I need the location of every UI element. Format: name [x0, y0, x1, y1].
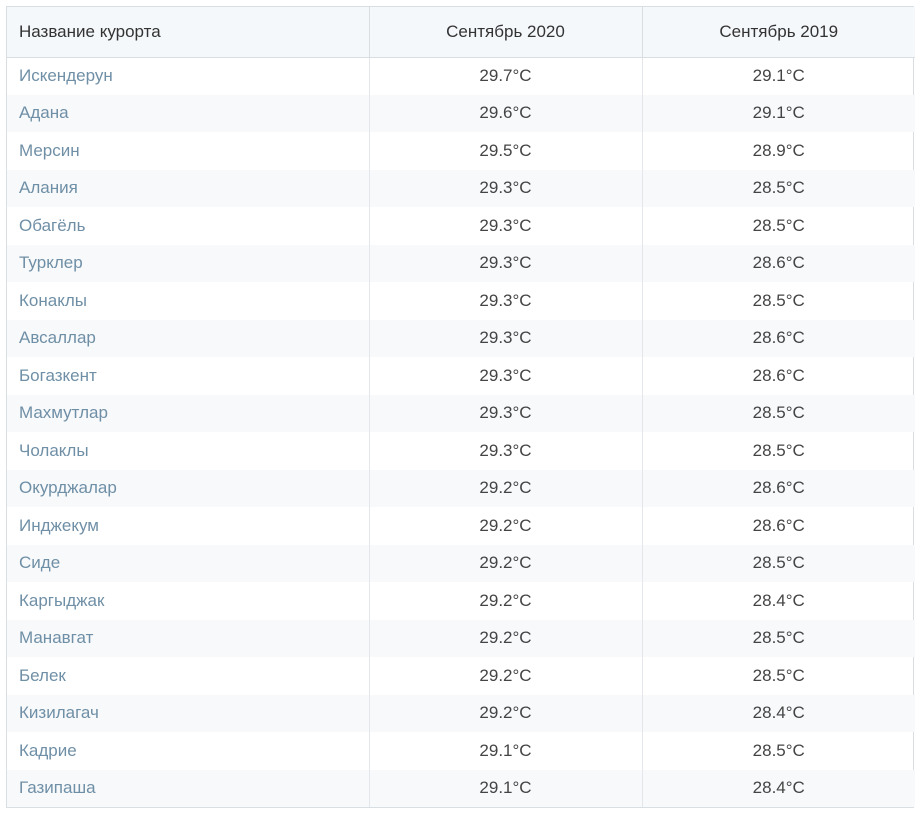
resort-name-link[interactable]: Конаклы — [19, 290, 87, 310]
table-row: Обагёль 29.3°C 28.5°C — [7, 207, 915, 245]
temperature-2020-cell: 29.3°C — [368, 169, 642, 207]
temperature-2019-cell: 28.5°C — [641, 432, 915, 470]
table-row: Белек 29.2°C 28.5°C — [7, 657, 915, 695]
table: Название курорта Сентябрь 2020 Сентябрь … — [7, 7, 915, 807]
resort-name-link[interactable]: Алания — [19, 178, 78, 198]
temperature-2020-cell: 29.2°C — [368, 507, 642, 545]
temperature-2020-cell: 29.5°C — [368, 132, 642, 170]
table-row: Алания 29.3°C 28.5°C — [7, 169, 915, 207]
temperature-2019-cell: 28.9°C — [641, 132, 915, 170]
temperature-2019-cell: 28.5°C — [641, 619, 915, 657]
temperature-2019-cell: 28.4°C — [641, 694, 915, 732]
temperature-2019-cell: 28.5°C — [641, 169, 915, 207]
temperature-2020-cell: 29.3°C — [368, 282, 642, 320]
resort-name-link[interactable]: Авсаллар — [19, 328, 96, 348]
temperature-2020-cell: 29.2°C — [368, 469, 642, 507]
table-row: Авсаллар 29.3°C 28.6°C — [7, 319, 915, 357]
temperature-2019-cell: 28.5°C — [641, 732, 915, 770]
header-september-2019: Сентябрь 2019 — [641, 7, 915, 58]
resort-name-link[interactable]: Адана — [19, 103, 69, 123]
temperature-2019-cell: 29.1°C — [641, 57, 915, 95]
temperature-2020-cell: 29.2°C — [368, 657, 642, 695]
resort-name-link[interactable]: Каргыджак — [19, 590, 105, 610]
table-row: Адана 29.6°C 29.1°C — [7, 94, 915, 132]
resort-name-link[interactable]: Окурджалар — [19, 478, 117, 498]
table-row: Кадрие 29.1°C 28.5°C — [7, 732, 915, 770]
temperature-2020-cell: 29.3°C — [368, 207, 642, 245]
header-resort-name: Название курорта — [7, 7, 369, 58]
table-row: Окурджалар 29.2°C 28.6°C — [7, 469, 915, 507]
header-september-2020: Сентябрь 2020 — [368, 7, 642, 58]
temperature-2019-cell: 28.4°C — [641, 582, 915, 620]
temperature-2020-cell: 29.3°C — [368, 244, 642, 282]
temperature-2020-cell: 29.2°C — [368, 619, 642, 657]
table-row: Богазкент 29.3°C 28.6°C — [7, 357, 915, 395]
header-row: Название курорта Сентябрь 2020 Сентябрь … — [7, 7, 915, 58]
table-row: Сиде 29.2°C 28.5°C — [7, 544, 915, 582]
resort-name-link[interactable]: Турклер — [19, 253, 83, 273]
temperature-2020-cell: 29.2°C — [368, 694, 642, 732]
table-row: Махмутлар 29.3°C 28.5°C — [7, 394, 915, 432]
table-row: Конаклы 29.3°C 28.5°C — [7, 282, 915, 320]
temperature-2020-cell: 29.7°C — [368, 57, 642, 95]
temperature-2019-cell: 28.6°C — [641, 469, 915, 507]
temperature-2019-cell: 28.5°C — [641, 544, 915, 582]
table-row: Искендерун 29.7°C 29.1°C — [7, 57, 915, 95]
temperature-2020-cell: 29.3°C — [368, 357, 642, 395]
temperature-2020-cell: 29.1°C — [368, 732, 642, 770]
temperature-2020-cell: 29.2°C — [368, 582, 642, 620]
resort-name-link[interactable]: Богазкент — [19, 365, 97, 385]
temperature-2019-cell: 28.4°C — [641, 769, 915, 807]
resort-temperature-table: Название курорта Сентябрь 2020 Сентябрь … — [6, 6, 915, 808]
table-row: Инджекум 29.2°C 28.6°C — [7, 507, 915, 545]
temperature-2019-cell: 28.5°C — [641, 282, 915, 320]
resort-name-link[interactable]: Махмутлар — [19, 403, 108, 423]
table-row: Мерсин 29.5°C 28.9°C — [7, 132, 915, 170]
resort-name-link[interactable]: Мерсин — [19, 140, 80, 160]
temperature-2020-cell: 29.3°C — [368, 394, 642, 432]
resort-name-link[interactable]: Чолаклы — [19, 440, 89, 460]
temperature-2019-cell: 28.5°C — [641, 394, 915, 432]
table-row: Кизилагач 29.2°C 28.4°C — [7, 694, 915, 732]
resort-name-link[interactable]: Манавгат — [19, 628, 94, 648]
temperature-2019-cell: 28.6°C — [641, 244, 915, 282]
resort-name-link[interactable]: Кадрие — [19, 740, 77, 760]
temperature-2019-cell: 28.6°C — [641, 357, 915, 395]
table-body: Искендерун 29.7°C 29.1°C Адана 29.6°C 29.1°C М… — [7, 57, 915, 807]
resort-name-link[interactable]: Кизилагач — [19, 703, 99, 723]
temperature-2019-cell: 28.5°C — [641, 207, 915, 245]
temperature-2019-cell: 29.1°C — [641, 94, 915, 132]
resort-name-link[interactable]: Обагёль — [19, 215, 86, 235]
temperature-2020-cell: 29.2°C — [368, 544, 642, 582]
temperature-2019-cell: 28.5°C — [641, 657, 915, 695]
resort-name-link[interactable]: Искендерун — [19, 66, 113, 85]
temperature-2020-cell: 29.1°C — [368, 769, 642, 807]
resort-name-link[interactable]: Сиде — [19, 553, 61, 573]
temperature-2019-cell: 28.6°C — [641, 319, 915, 357]
table-row: Чолаклы 29.3°C 28.5°C — [7, 432, 915, 470]
table-row: Турклер 29.3°C 28.6°C — [7, 244, 915, 282]
table-header: Название курорта Сентябрь 2020 Сентябрь … — [7, 7, 915, 58]
temperature-2019-cell: 28.6°C — [641, 507, 915, 545]
temperature-2020-cell: 29.3°C — [368, 319, 642, 357]
table-row: Каргыджак 29.2°C 28.4°C — [7, 582, 915, 620]
table-row: Манавгат 29.2°C 28.5°C — [7, 619, 915, 657]
temperature-2020-cell: 29.6°C — [368, 94, 642, 132]
temperature-2020-cell: 29.3°C — [368, 432, 642, 470]
table-row: Газипаша 29.1°C 28.4°C — [7, 769, 915, 807]
resort-name-link[interactable]: Белек — [19, 665, 66, 685]
resort-name-link[interactable]: Газипаша — [19, 778, 96, 798]
resort-name-link[interactable]: Инджекум — [19, 515, 99, 535]
